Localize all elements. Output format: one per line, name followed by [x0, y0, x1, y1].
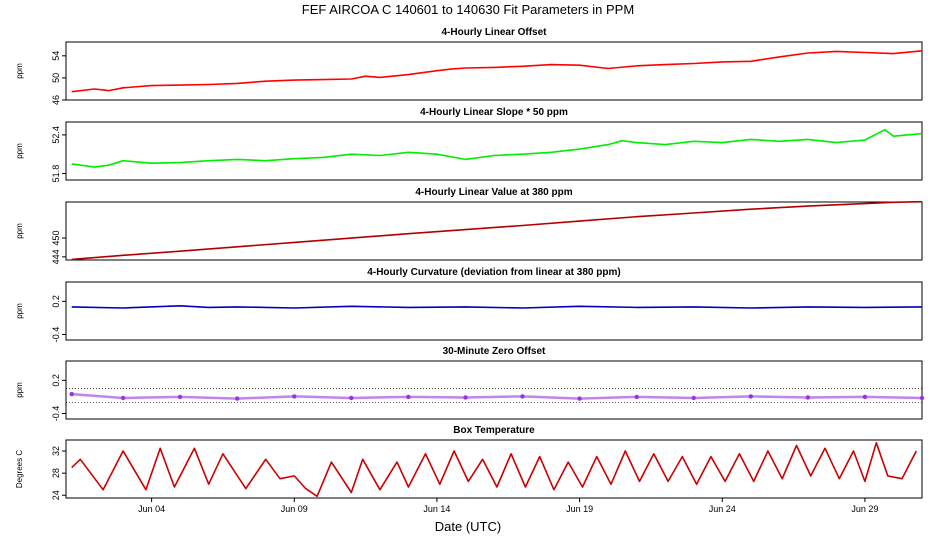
y-axis-label: ppm: [15, 143, 24, 159]
panel-title: 4-Hourly Curvature (deviation from linea…: [367, 267, 620, 278]
y-tick-label: -0.4: [51, 327, 61, 343]
panel-2: 4-Hourly Linear Slope * 50 ppm ppm 51.8 52.…: [15, 107, 923, 183]
x-tick-label: Jun 24: [709, 504, 736, 514]
y-tick-label: 24: [51, 490, 61, 500]
y-tick-label: 51.8: [51, 165, 61, 183]
x-tick-label: Jun 04: [138, 504, 165, 514]
y-tick-label: 444: [51, 249, 61, 264]
series-line: [71, 128, 923, 168]
y-axis-label: ppm: [15, 382, 24, 398]
y-tick-label: 46: [51, 95, 61, 105]
series-line: [71, 200, 923, 261]
y-tick-label: -0.4: [51, 406, 61, 422]
panel-4: 4-Hourly Curvature (deviation from linea…: [15, 267, 923, 343]
y-axis-label: ppm: [15, 223, 24, 239]
x-axis-label: Date (UTC): [435, 519, 501, 534]
plot-frame: [65, 360, 923, 420]
series-line: [71, 50, 923, 93]
panel-1: 4-Hourly Linear Offset ppm 46 50 54: [15, 27, 923, 105]
plot-frame: [65, 201, 923, 261]
y-tick-label: 50: [51, 73, 61, 83]
plot-frame: [65, 439, 923, 499]
panel-3: 4-Hourly Linear Value at 380 ppm ppm 444 45…: [15, 187, 923, 264]
plot-frame: [65, 41, 923, 101]
panel-title: 4-Hourly Linear Slope * 50 ppm: [420, 107, 568, 118]
y-tick-label: 28: [51, 468, 61, 478]
y-tick-label: 450: [51, 231, 61, 246]
plot-frame: [65, 121, 923, 181]
y-axis-label: Degrees C: [15, 450, 24, 488]
y-tick-label: 0.2: [51, 374, 61, 387]
x-tick-label: Jun 19: [566, 504, 593, 514]
panel-5: 30-Minute Zero Offset ppm -0.4 0.2: [15, 346, 925, 422]
panel-title: 30-Minute Zero Offset: [443, 346, 546, 357]
y-tick-label: 0.2: [51, 295, 61, 308]
plot-frame: [65, 281, 923, 341]
panel-title: Box Temperature: [453, 425, 535, 436]
series-band: [71, 392, 923, 400]
panels: 4-Hourly Linear Offsetppm4650544-Hourly …: [15, 27, 925, 500]
panel-title: 4-Hourly Linear Value at 380 ppm: [415, 187, 572, 198]
figure-title: FEF AIRCOA C 140601 to 140630 Fit Parame…: [302, 2, 634, 17]
series-line: [71, 441, 918, 498]
x-tick-label: Jun 09: [281, 504, 308, 514]
x-tick-label: Jun 29: [851, 504, 878, 514]
y-tick-label: 52.4: [51, 126, 61, 144]
x-tick-label: Jun 14: [423, 504, 450, 514]
y-tick-label: 32: [51, 446, 61, 456]
panel-6: Box Temperature Degrees C 24 28 32: [15, 425, 923, 500]
panel-title: 4-Hourly Linear Offset: [441, 27, 547, 38]
y-axis-label: ppm: [15, 303, 24, 319]
y-tick-label: 54: [51, 51, 61, 61]
series-line: [71, 304, 923, 309]
x-axis: Jun 04 Jun 09 Jun 14 Jun 19 Jun 24 Jun 29: [138, 498, 878, 514]
series: [69, 391, 925, 401]
y-axis-label: ppm: [15, 63, 24, 79]
